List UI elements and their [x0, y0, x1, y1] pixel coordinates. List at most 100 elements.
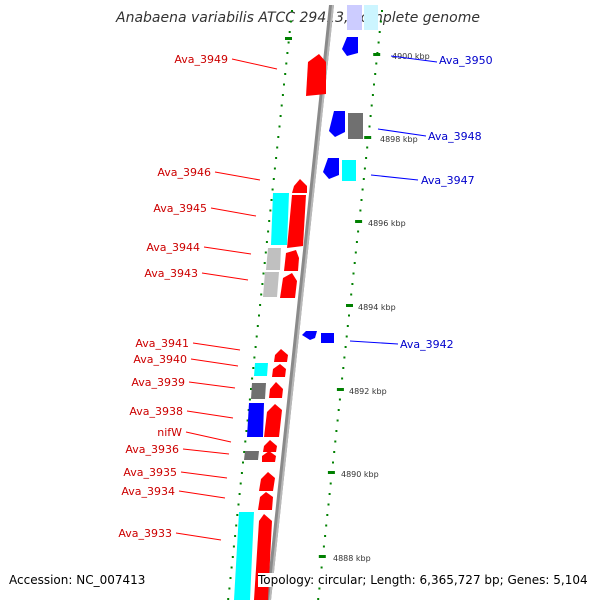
- gene-ava-3933a[interactable]: [234, 512, 254, 600]
- leader-ava-3939: [188, 381, 236, 389]
- tick-dot: [239, 482, 242, 485]
- tick-dot: [277, 136, 280, 138]
- gene-ava-3945b[interactable]: [287, 195, 306, 248]
- scale-label-4892: 4892 kbp: [349, 387, 387, 396]
- gene-ava-3936b[interactable]: [262, 451, 276, 462]
- label-ava-3947[interactable]: Ava_3947: [421, 174, 475, 187]
- label-ava-3938[interactable]: Ava_3938: [129, 405, 183, 418]
- scale-label-4896: 4896 kbp: [368, 219, 406, 228]
- gene-ava-3948b[interactable]: [348, 113, 363, 139]
- label-ava-3934[interactable]: Ava_3934: [121, 485, 175, 498]
- label-ava-3942[interactable]: Ava_3942: [400, 338, 454, 351]
- leader-ava-3934: [178, 490, 226, 499]
- tick-dot: [341, 377, 344, 380]
- gene-ava-3940a[interactable]: [254, 363, 268, 376]
- tick-dot: [375, 62, 378, 65]
- tick-dot: [322, 545, 325, 548]
- tick-dot: [251, 377, 254, 380]
- leader-ava-3946: [214, 171, 261, 181]
- tick-dot: [270, 199, 273, 201]
- tick-dot: [328, 493, 331, 495]
- tick-dot: [361, 188, 364, 191]
- label-ava-3944[interactable]: Ava_3944: [146, 241, 200, 254]
- gene-ava-3938a[interactable]: [247, 403, 264, 437]
- label-ava-3949[interactable]: Ava_3949: [174, 53, 228, 66]
- leader-ava-3942: [349, 340, 399, 345]
- tick-dot: [338, 398, 341, 401]
- tick-dot: [242, 461, 244, 464]
- gene-ava-3939a[interactable]: [251, 383, 266, 399]
- gene-ava-3945a[interactable]: [271, 193, 289, 245]
- gene-ava-3944a[interactable]: [266, 248, 281, 270]
- tick-dot: [227, 598, 230, 600]
- gene-ava-3943a[interactable]: [263, 272, 279, 297]
- tick-dot: [334, 440, 337, 443]
- tick-dot: [346, 325, 349, 327]
- tick-dot: [253, 356, 256, 359]
- tick-dot: [261, 283, 264, 285]
- gene-ava-3946[interactable]: [292, 179, 307, 193]
- label-ava-3946[interactable]: Ava_3946: [157, 166, 211, 179]
- major-tick: [327, 471, 335, 474]
- gene-ava-3943b[interactable]: [280, 273, 297, 298]
- gene-ava-3936a[interactable]: [244, 451, 259, 460]
- label-ava-3940[interactable]: Ava_3940: [133, 353, 187, 366]
- gene-nifw[interactable]: [263, 440, 277, 452]
- gene-ava-3940b[interactable]: [272, 364, 286, 377]
- leader-ava-3950: [390, 55, 438, 63]
- tick-dot: [284, 73, 287, 75]
- gene-ava-3942a[interactable]: [302, 331, 317, 340]
- label-ava-3939[interactable]: Ava_3939: [131, 376, 185, 389]
- tick-dot: [381, 10, 383, 12]
- major-tick: [346, 304, 353, 307]
- gene-ava-3948a[interactable]: [329, 111, 345, 137]
- tick-dot: [318, 587, 321, 590]
- reverse-gene-labels: Ava_3950 Ava_3948 Ava_3947 Ava_3942: [400, 54, 493, 351]
- tick-dot: [291, 10, 293, 12]
- gene-ava-3939b[interactable]: [269, 382, 283, 398]
- tick-dot: [287, 41, 290, 44]
- gene-ava-3941[interactable]: [274, 349, 288, 362]
- major-tick: [336, 388, 344, 391]
- gene-ava-3935[interactable]: [259, 472, 275, 491]
- tick-dot: [343, 356, 346, 359]
- tick-dot: [264, 251, 267, 254]
- gene-ava-3950[interactable]: [342, 37, 358, 56]
- feature-pale-cyan-top[interactable]: [364, 5, 378, 30]
- label-ava-3943[interactable]: Ava_3943: [144, 267, 198, 280]
- major-tick: [285, 37, 292, 40]
- gene-ava-3938b[interactable]: [264, 404, 282, 437]
- tick-dot: [342, 367, 345, 369]
- tick-dot: [260, 293, 263, 296]
- tick-dot: [378, 31, 381, 33]
- gene-ava-3947a[interactable]: [323, 158, 339, 179]
- tick-dot: [252, 367, 255, 369]
- gene-ava-3947b[interactable]: [342, 160, 356, 181]
- tick-dot: [326, 514, 329, 516]
- feature-pale-blue-top[interactable]: [347, 5, 362, 30]
- gene-ava-3944b[interactable]: [284, 250, 299, 271]
- label-ava-3941[interactable]: Ava_3941: [135, 337, 189, 350]
- label-ava-3935[interactable]: Ava_3935: [123, 466, 177, 479]
- tick-dot: [327, 503, 330, 506]
- leader-nifw: [185, 431, 232, 443]
- tick-dot: [246, 419, 249, 422]
- tick-dot: [374, 73, 377, 75]
- leader-ava-3935: [180, 471, 228, 479]
- label-ava-3936[interactable]: Ava_3936: [125, 443, 179, 456]
- label-ava-3945[interactable]: Ava_3945: [153, 202, 207, 215]
- scale-labels: 4900 kbp 4898 kbp 4896 kbp 4894 kbp 4892…: [333, 52, 430, 563]
- tick-dot: [320, 566, 323, 569]
- gene-ava-3942b[interactable]: [321, 333, 334, 343]
- tick-dot: [268, 220, 271, 222]
- tick-dot: [353, 262, 356, 264]
- label-nifw[interactable]: nifW: [157, 426, 182, 439]
- label-ava-3950[interactable]: Ava_3950: [439, 54, 493, 67]
- gene-ava-3949[interactable]: [306, 54, 326, 96]
- forward-gene-labels: Ava_3949 Ava_3946 Ava_3945 Ava_3944 Ava_…: [118, 53, 228, 540]
- label-ava-3933[interactable]: Ava_3933: [118, 527, 172, 540]
- tick-dot: [329, 482, 332, 485]
- tick-dot: [231, 556, 234, 558]
- label-ava-3948[interactable]: Ava_3948: [428, 130, 482, 143]
- gene-ava-3934[interactable]: [258, 492, 273, 510]
